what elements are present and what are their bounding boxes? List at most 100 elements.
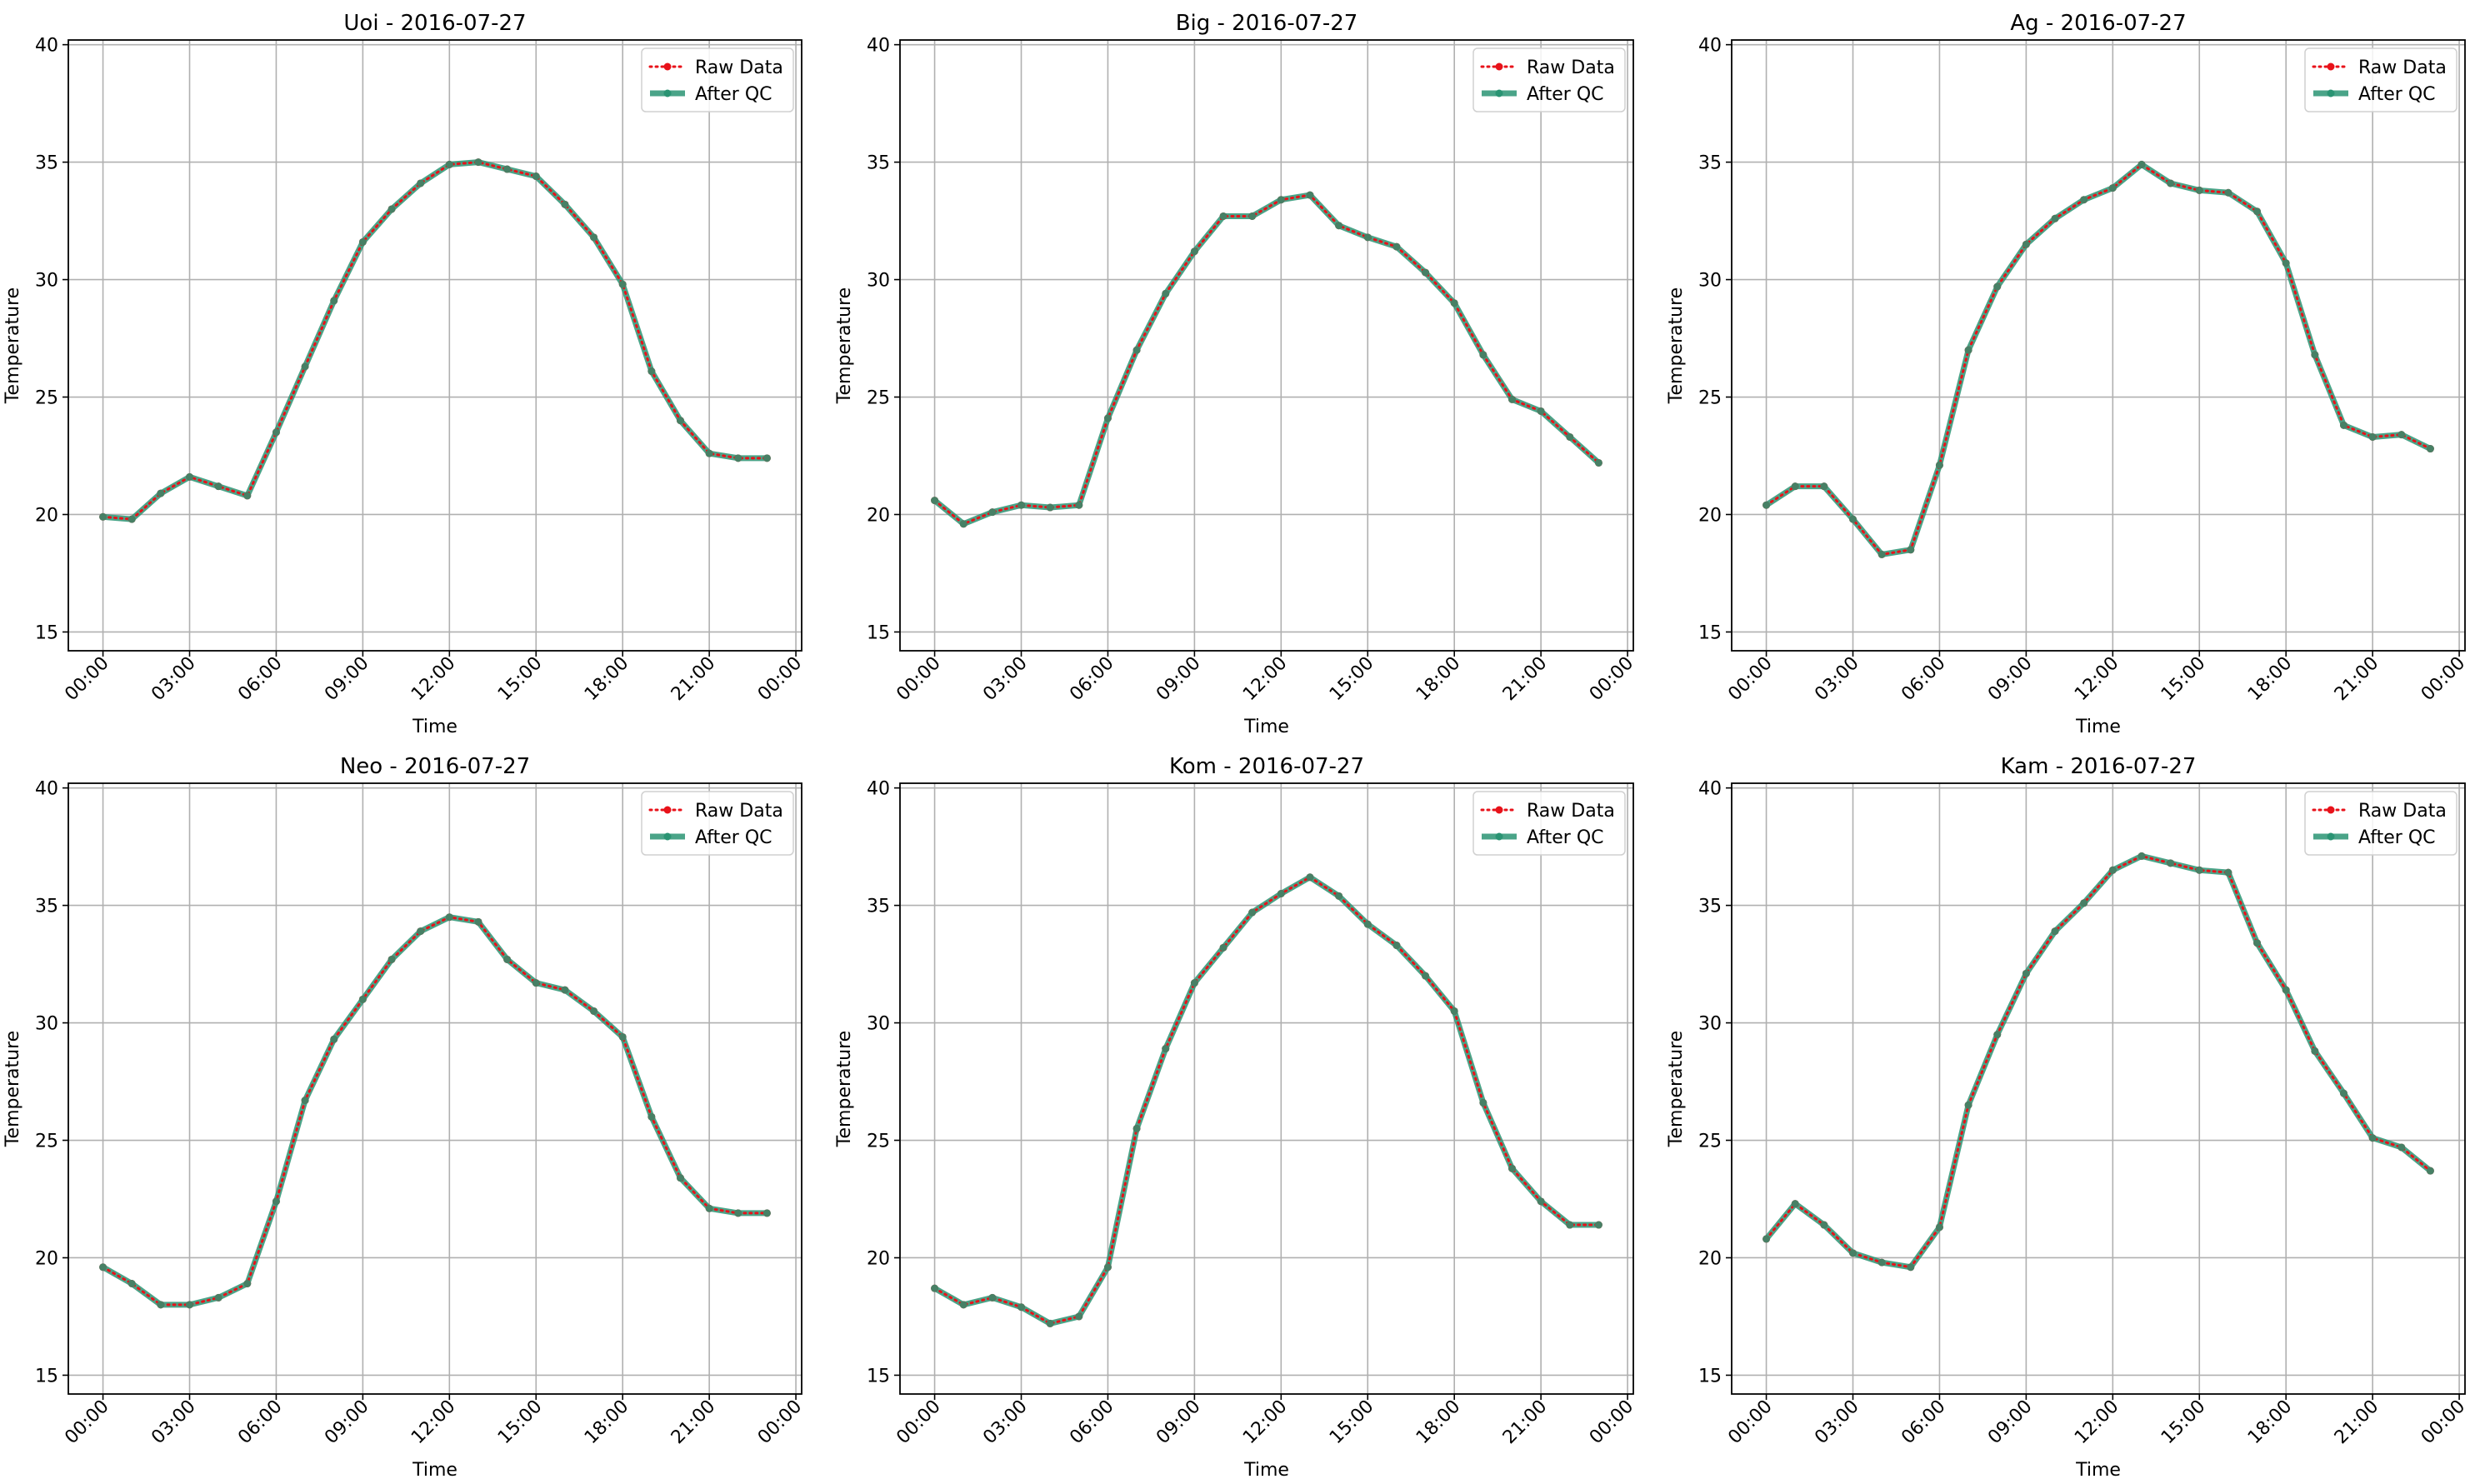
x-tick-label: 00:00 — [1724, 653, 1777, 706]
y-tick-label: 40 — [35, 779, 58, 800]
data-point-after-qc — [2080, 899, 2088, 907]
data-point-after-qc — [590, 1007, 598, 1015]
data-point-after-qc — [1335, 892, 1343, 900]
data-point-after-qc — [1190, 979, 1198, 987]
x-tick-label: 21:00 — [668, 653, 720, 706]
x-tick-label: 06:00 — [234, 653, 287, 706]
data-point-after-qc — [2224, 188, 2232, 197]
data-point-after-qc — [1762, 501, 1771, 509]
x-tick-label: 00:00 — [2418, 653, 2470, 706]
legend-label-after-qc: After QC — [695, 827, 772, 848]
axes-frame — [68, 782, 802, 1395]
data-point-after-qc — [1935, 1223, 1943, 1232]
data-point-after-qc — [503, 955, 512, 963]
plot-area — [900, 40, 1633, 651]
data-point-after-qc — [2253, 207, 2262, 216]
data-point-after-qc — [214, 482, 222, 491]
data-point-after-qc — [2311, 351, 2319, 359]
data-point-after-qc — [388, 955, 396, 963]
data-point-after-qc — [2282, 986, 2290, 994]
data-point-after-qc — [301, 362, 309, 371]
data-point-after-qc — [1508, 1164, 1516, 1172]
data-point-after-qc — [2224, 868, 2232, 877]
legend: Raw Data After QC — [1472, 47, 1626, 112]
y-tick-label: 25 — [1698, 1132, 1722, 1152]
data-point-after-qc — [705, 1204, 713, 1212]
y-axis-label: Temperature — [834, 287, 855, 404]
data-point-after-qc — [1075, 501, 1083, 509]
chart-title: Uoi - 2016-07-27 — [343, 11, 526, 36]
data-point-after-qc — [618, 1032, 627, 1041]
data-point-after-qc — [1219, 212, 1228, 220]
y-tick-label: 15 — [35, 622, 58, 643]
data-point-after-qc — [2368, 432, 2377, 441]
data-point-after-qc — [1849, 1249, 1858, 1257]
x-tick-label: 09:00 — [1984, 653, 2037, 706]
x-tick-label: 15:00 — [494, 653, 547, 706]
data-point-after-qc — [503, 165, 512, 173]
data-point-after-qc — [1363, 233, 1372, 242]
x-tick-label: 03:00 — [979, 653, 1032, 706]
y-tick-label: 40 — [1698, 36, 1722, 57]
x-tick-label: 03:00 — [148, 653, 200, 706]
legend-marker-raw-data — [663, 62, 672, 71]
data-point-after-qc — [2022, 240, 2030, 248]
data-point-after-qc — [676, 1174, 684, 1182]
x-tick-label: 00:00 — [1586, 653, 1638, 706]
legend: Raw Data After QC — [2304, 47, 2458, 112]
data-point-after-qc — [2368, 1134, 2377, 1142]
legend-marker-raw-data — [2327, 62, 2335, 71]
data-point-after-qc — [301, 1097, 309, 1105]
data-point-after-qc — [762, 454, 771, 462]
y-axis-label: Temperature — [1666, 287, 1687, 404]
legend-marker-after-qc — [663, 832, 672, 841]
data-point-after-qc — [2138, 852, 2146, 860]
x-tick-label: 00:00 — [61, 1397, 113, 1449]
data-point-after-qc — [1537, 1197, 1545, 1206]
x-tick-label: 03:00 — [148, 1397, 200, 1449]
subplot-6: 15 20 25 30 35 40 00:00 03:00 06:00 09:00 12:00 15:… — [1666, 754, 2469, 1481]
data-point-after-qc — [648, 367, 656, 376]
x-tick-label: 15:00 — [2158, 1397, 2210, 1449]
data-point-after-qc — [2022, 969, 2030, 977]
plot-area — [1732, 40, 2465, 651]
legend-label-after-qc: After QC — [2358, 84, 2436, 105]
y-tick-label: 35 — [35, 153, 58, 174]
data-point-after-qc — [2253, 939, 2262, 947]
data-point-after-qc — [330, 297, 338, 305]
data-point-after-qc — [358, 995, 367, 1003]
x-tick-label: 18:00 — [2244, 1397, 2297, 1449]
data-point-after-qc — [532, 172, 540, 181]
legend: Raw Data After QC — [1472, 791, 1626, 856]
data-point-after-qc — [1878, 1258, 1886, 1267]
x-tick-label: 18:00 — [1412, 1397, 1465, 1449]
data-point-after-qc — [532, 979, 540, 987]
plot-area — [1732, 783, 2465, 1394]
data-point-after-qc — [1363, 920, 1372, 928]
x-tick-label: 09:00 — [1984, 1397, 2037, 1449]
data-point-after-qc — [931, 497, 939, 505]
legend-label-raw-data: Raw Data — [695, 801, 783, 822]
y-axis-label: Temperature — [2, 1031, 23, 1147]
y-tick-label: 40 — [35, 36, 58, 57]
y-tick-label: 40 — [867, 36, 890, 57]
x-tick-label: 00:00 — [754, 653, 807, 706]
y-tick-label: 30 — [867, 271, 890, 292]
x-tick-label: 12:00 — [2071, 653, 2123, 706]
y-tick-label: 25 — [1698, 388, 1722, 409]
data-point-after-qc — [474, 917, 482, 926]
legend-marker-raw-data — [663, 806, 672, 814]
x-tick-label: 12:00 — [408, 1397, 460, 1449]
x-tick-label: 18:00 — [581, 1397, 633, 1449]
chart-title: Neo - 2016-07-27 — [340, 754, 530, 779]
series-line-raw-data — [933, 876, 1600, 1326]
x-axis-label: Time — [2075, 1460, 2121, 1481]
y-tick-label: 30 — [1698, 1014, 1722, 1035]
axes-frame — [899, 782, 1634, 1395]
data-point-after-qc — [1907, 546, 1915, 554]
x-tick-label: 15:00 — [2158, 653, 2210, 706]
data-point-after-qc — [1791, 1200, 1799, 1208]
chart-title: Kam - 2016-07-27 — [2001, 754, 2197, 779]
y-tick-label: 40 — [867, 779, 890, 800]
